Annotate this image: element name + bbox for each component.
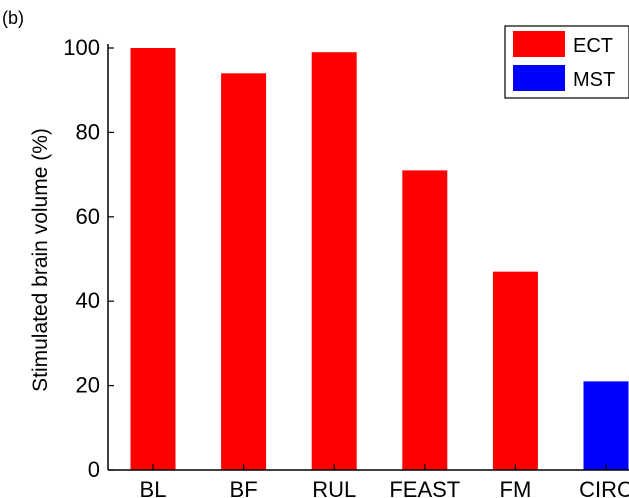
x-tick-label: BF xyxy=(230,477,258,498)
y-tick-label: 80 xyxy=(76,119,100,144)
x-tick-label: RUL xyxy=(312,477,356,498)
legend-label-ect: ECT xyxy=(573,35,613,57)
x-tick-label: CIRC xyxy=(579,477,629,498)
x-tick-label: FM xyxy=(500,477,532,498)
y-tick-label: 100 xyxy=(63,35,100,60)
x-tick-label: FEAST xyxy=(389,477,460,498)
y-tick-label: 40 xyxy=(76,288,100,313)
y-axis-title: Stimulated brain volume (%) xyxy=(29,128,52,392)
panel-label: (b) xyxy=(2,8,24,28)
bar-circ xyxy=(583,381,629,470)
legend-swatch-mst xyxy=(513,65,565,91)
x-tick-label: BL xyxy=(140,477,167,498)
bar-bl xyxy=(130,48,176,470)
bar-rul xyxy=(311,52,357,470)
y-tick-label: 0 xyxy=(88,457,100,482)
bar-bf xyxy=(221,73,267,470)
legend: ECT MST xyxy=(504,25,629,99)
legend-label-mst: MST xyxy=(573,69,615,91)
plot-area: 0 20 40 60 80 100 BL BF RUL FEAST FM CIRC xyxy=(63,35,629,498)
y-tick-label: 60 xyxy=(76,204,100,229)
legend-swatch-ect xyxy=(513,31,565,57)
bar-fm xyxy=(492,271,538,470)
bar-feast xyxy=(402,170,448,470)
y-tick-label: 20 xyxy=(76,373,100,398)
